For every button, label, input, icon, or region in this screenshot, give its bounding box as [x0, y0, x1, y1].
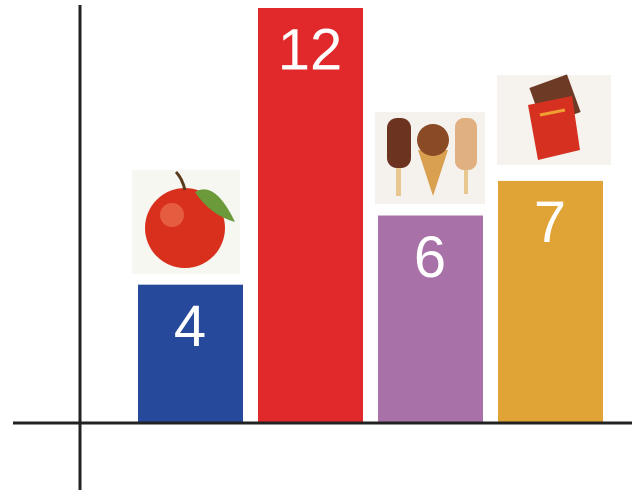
value-label: 7: [534, 190, 566, 255]
bar: [138, 284, 243, 423]
apple-icon: [132, 170, 240, 274]
chocolate-icon: [497, 74, 611, 165]
bar: [378, 215, 483, 423]
bar: [498, 180, 603, 423]
value-label: 4: [174, 294, 206, 359]
bar: [258, 8, 363, 423]
value-label: 6: [414, 225, 446, 290]
ice-cream-icon: [375, 112, 485, 204]
value-label: 12: [278, 17, 343, 82]
